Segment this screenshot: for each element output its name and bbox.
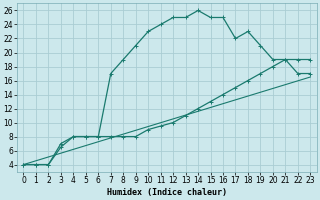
X-axis label: Humidex (Indice chaleur): Humidex (Indice chaleur) — [107, 188, 227, 197]
